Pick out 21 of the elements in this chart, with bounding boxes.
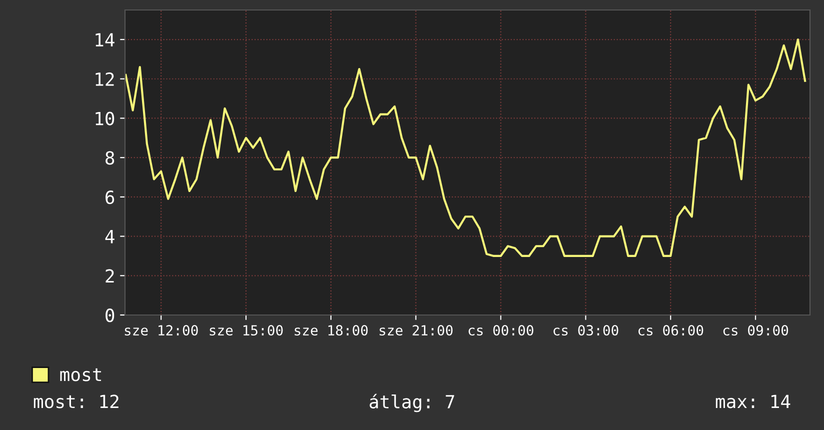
x-tick-label: cs 03:00	[554, 325, 618, 336]
x-tick-label: cs 09:00	[723, 325, 788, 336]
y-tick-label: 14	[96, 33, 114, 46]
y-tick-label: 2	[106, 269, 114, 283]
y-tick-label: 12	[96, 72, 114, 86]
y-tick-label: 10	[96, 112, 114, 126]
x-tick-label: cs 00:00	[468, 325, 534, 336]
x-tick-label: cs 06:00	[638, 325, 704, 336]
x-tick-label: sze 12:00	[124, 325, 198, 336]
y-tick-label: 4	[105, 230, 114, 244]
line-series	[125, 38, 806, 258]
y-tick-label: 0	[106, 308, 114, 322]
legend-label: most	[60, 368, 102, 382]
y-tick-label: 6	[106, 190, 114, 204]
text: max: 14	[716, 394, 790, 408]
text: most: 12	[34, 394, 118, 408]
x-tick-label: sze 18:00	[294, 325, 368, 336]
y-tick-label: 8	[106, 151, 114, 165]
x-tick-label: sze 15:00	[210, 325, 283, 336]
x-tick-label: sze 21:00	[380, 325, 453, 336]
text: átlag: 7	[370, 394, 454, 412]
